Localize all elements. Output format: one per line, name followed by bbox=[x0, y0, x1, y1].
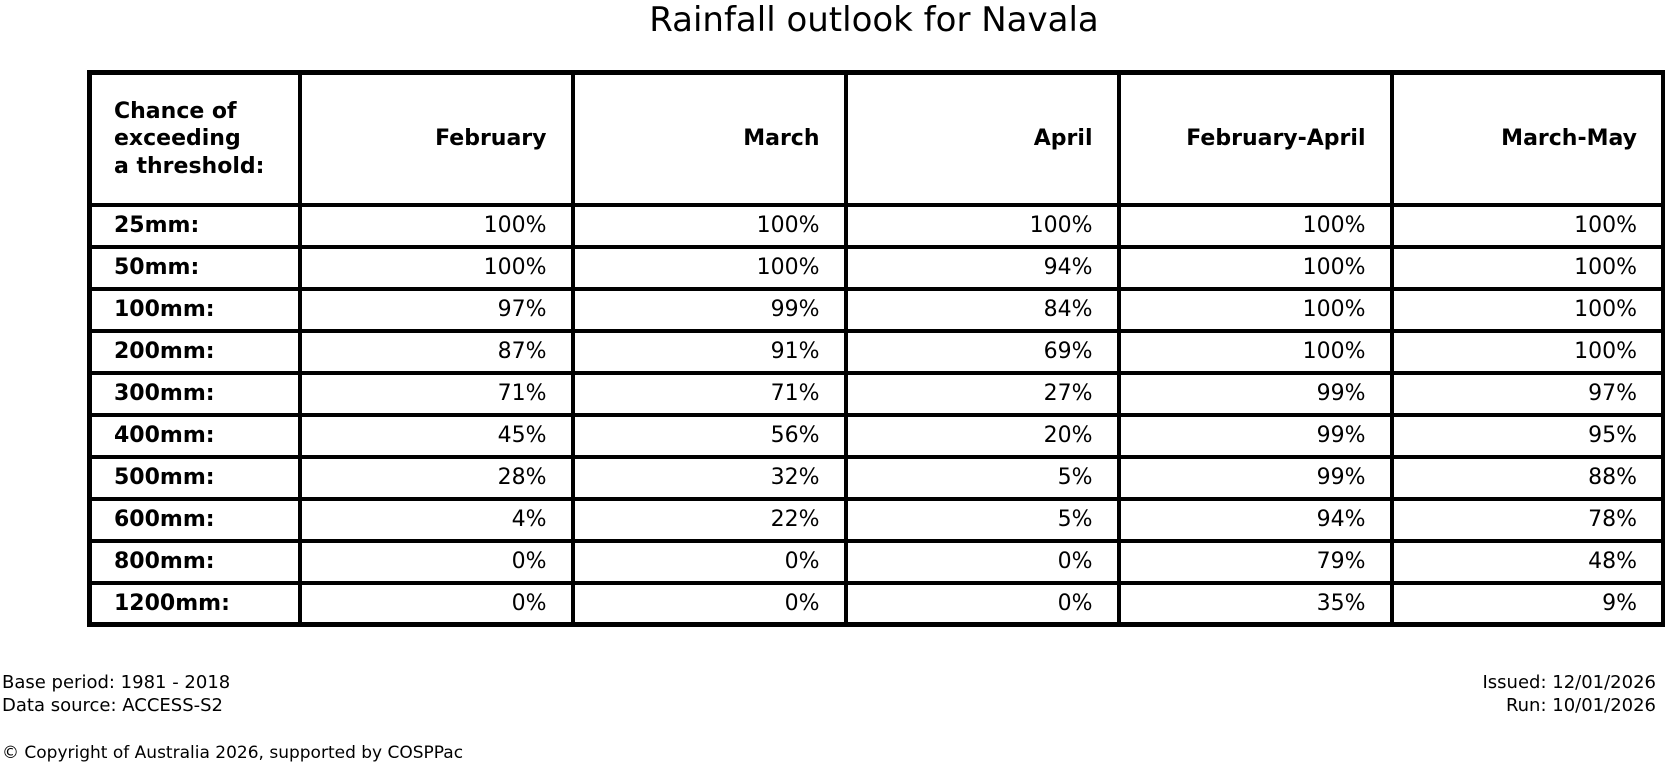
run-date-text: Run: 10/01/2026 bbox=[1505, 695, 1656, 716]
probability-value: 100% bbox=[1389, 286, 1665, 333]
column-header-march-may: March-May bbox=[1389, 70, 1665, 207]
table-row: 500mm: 28% 32% 5% 99% 88% bbox=[87, 454, 1665, 501]
probability-value: 99% bbox=[1116, 454, 1394, 501]
threshold-label: 50mm: bbox=[87, 244, 302, 291]
probability-value: 100% bbox=[1116, 328, 1394, 375]
probability-value: 100% bbox=[570, 244, 848, 291]
probability-value: 100% bbox=[1116, 244, 1394, 291]
probability-value: 35% bbox=[1116, 580, 1394, 627]
probability-value: 97% bbox=[297, 286, 575, 333]
threshold-corner-header: Chance of exceeding a threshold: bbox=[87, 70, 302, 207]
column-header-march: March bbox=[570, 70, 848, 207]
table-row: 300mm: 71% 71% 27% 99% 97% bbox=[87, 370, 1665, 417]
threshold-label: 500mm: bbox=[87, 454, 302, 501]
probability-value: 100% bbox=[297, 202, 575, 249]
probability-value: 94% bbox=[1116, 496, 1394, 543]
probability-value: 27% bbox=[843, 370, 1121, 417]
probability-value: 0% bbox=[297, 580, 575, 627]
table-header-row: Chance of exceeding a threshold: Februar… bbox=[87, 70, 1665, 207]
probability-value: 87% bbox=[297, 328, 575, 375]
table-row: 50mm: 100% 100% 94% 100% 100% bbox=[87, 244, 1665, 291]
data-source-text: Data source: ACCESS-S2 bbox=[2, 695, 223, 716]
probability-value: 99% bbox=[1116, 412, 1394, 459]
probability-value: 100% bbox=[1116, 202, 1394, 249]
probability-value: 32% bbox=[570, 454, 848, 501]
probability-value: 99% bbox=[570, 286, 848, 333]
probability-value: 71% bbox=[570, 370, 848, 417]
probability-value: 20% bbox=[843, 412, 1121, 459]
probability-value: 45% bbox=[297, 412, 575, 459]
probability-value: 48% bbox=[1389, 538, 1665, 585]
probability-value: 79% bbox=[1116, 538, 1394, 585]
table-body: 25mm: 100% 100% 100% 100% 100% 50mm: 100% 100% 94… bbox=[87, 202, 1665, 627]
copyright-text: © Copyright of Australia 2026, supported… bbox=[2, 743, 464, 763]
probability-value: 100% bbox=[843, 202, 1121, 249]
probability-value: 9% bbox=[1389, 580, 1665, 627]
threshold-label: 25mm: bbox=[87, 202, 302, 249]
probability-value: 88% bbox=[1389, 454, 1665, 501]
table-row: 400mm: 45% 56% 20% 99% 95% bbox=[87, 412, 1665, 459]
probability-value: 91% bbox=[570, 328, 848, 375]
footer-left-block: Base period: 1981 - 2018 Data source: AC… bbox=[2, 671, 230, 717]
threshold-label: 600mm: bbox=[87, 496, 302, 543]
issued-date-text: Issued: 12/01/2026 bbox=[1482, 672, 1656, 693]
probability-value: 0% bbox=[570, 580, 848, 627]
probability-value: 4% bbox=[297, 496, 575, 543]
table-row: 1200mm: 0% 0% 0% 35% 9% bbox=[87, 580, 1665, 627]
probability-value: 100% bbox=[1389, 202, 1665, 249]
threshold-label: 1200mm: bbox=[87, 580, 302, 627]
probability-value: 78% bbox=[1389, 496, 1665, 543]
probability-value: 100% bbox=[1389, 244, 1665, 291]
table-row: 25mm: 100% 100% 100% 100% 100% bbox=[87, 202, 1665, 249]
probability-value: 100% bbox=[570, 202, 848, 249]
probability-value: 56% bbox=[570, 412, 848, 459]
threshold-label: 100mm: bbox=[87, 286, 302, 333]
probability-value: 0% bbox=[843, 538, 1121, 585]
threshold-label: 200mm: bbox=[87, 328, 302, 375]
probability-value: 95% bbox=[1389, 412, 1665, 459]
probability-value: 100% bbox=[1389, 328, 1665, 375]
probability-value: 97% bbox=[1389, 370, 1665, 417]
column-header-april: April bbox=[843, 70, 1121, 207]
threshold-label: 400mm: bbox=[87, 412, 302, 459]
table-row: 800mm: 0% 0% 0% 79% 48% bbox=[87, 538, 1665, 585]
threshold-label: 300mm: bbox=[87, 370, 302, 417]
probability-value: 0% bbox=[297, 538, 575, 585]
probability-value: 69% bbox=[843, 328, 1121, 375]
threshold-label: 800mm: bbox=[87, 538, 302, 585]
probability-value: 5% bbox=[843, 496, 1121, 543]
table-row: 100mm: 97% 99% 84% 100% 100% bbox=[87, 286, 1665, 333]
probability-value: 99% bbox=[1116, 370, 1394, 417]
table-row: 600mm: 4% 22% 5% 94% 78% bbox=[87, 496, 1665, 543]
column-header-february-april: February-April bbox=[1116, 70, 1394, 207]
probability-value: 100% bbox=[1116, 286, 1394, 333]
base-period-text: Base period: 1981 - 2018 bbox=[2, 672, 231, 693]
probability-value: 0% bbox=[843, 580, 1121, 627]
probability-value: 100% bbox=[297, 244, 575, 291]
page-title: Rainfall outlook for Navala bbox=[649, 0, 1099, 40]
probability-value: 71% bbox=[297, 370, 575, 417]
probability-value: 22% bbox=[570, 496, 848, 543]
probability-value: 5% bbox=[843, 454, 1121, 501]
probability-value: 28% bbox=[297, 454, 575, 501]
probability-value: 94% bbox=[843, 244, 1121, 291]
rainfall-outlook-table: Chance of exceeding a threshold: Februar… bbox=[87, 70, 1665, 627]
probability-value: 0% bbox=[570, 538, 848, 585]
table-row: 200mm: 87% 91% 69% 100% 100% bbox=[87, 328, 1665, 375]
column-header-february: February bbox=[297, 70, 575, 207]
footer-right-block: Issued: 12/01/2026 Run: 10/01/2026 bbox=[1482, 671, 1656, 717]
probability-value: 84% bbox=[843, 286, 1121, 333]
